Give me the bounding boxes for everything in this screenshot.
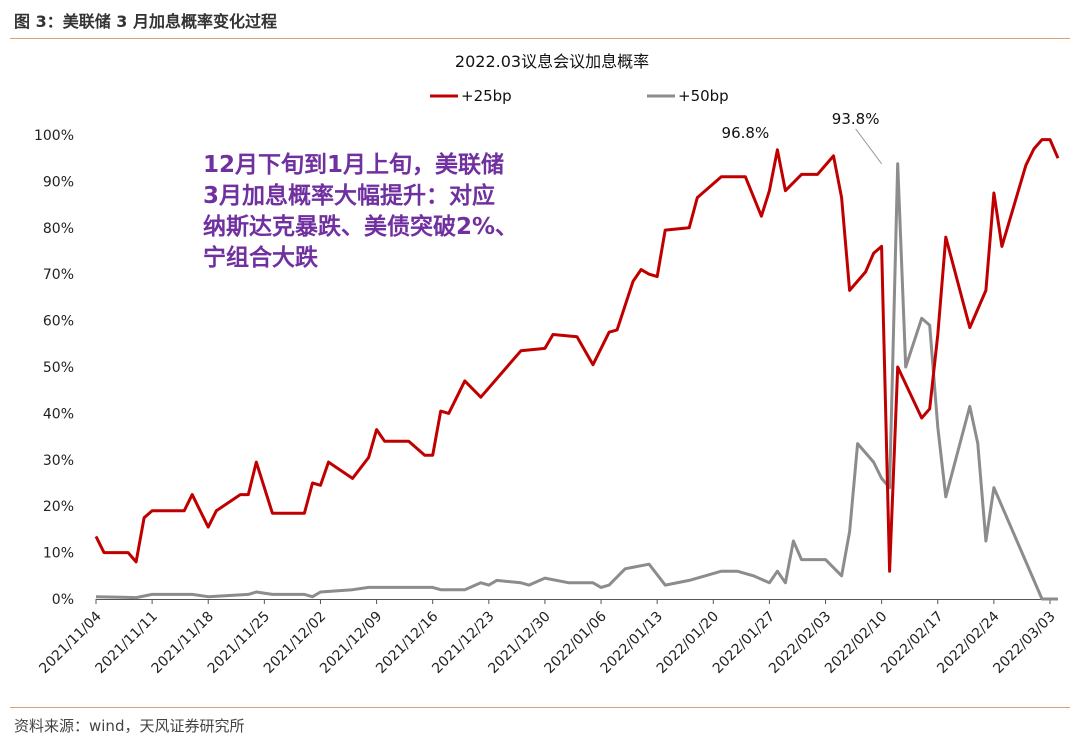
- top-divider: [10, 38, 1070, 39]
- y-tick-label: 0%: [52, 592, 74, 608]
- y-tick-label: 90%: [43, 174, 74, 190]
- data-annotations: 96.8% 93.8%: [722, 110, 883, 165]
- y-tick-label: 20%: [43, 499, 74, 515]
- source-note: 资料来源：wind，天风证券研究所: [14, 717, 245, 735]
- annotation-label: 93.8%: [832, 110, 880, 128]
- y-tick-label: 100%: [34, 128, 74, 144]
- y-tick-label: 40%: [43, 406, 74, 422]
- callout-line-2: 3月加息概率大幅提升：对应: [203, 183, 496, 209]
- series-group: [94, 138, 1060, 601]
- y-tick-label: 10%: [43, 546, 74, 562]
- y-tick-label: 50%: [43, 360, 74, 376]
- y-tick-label: 60%: [43, 314, 74, 330]
- chart-legend: +25bp +50bp: [430, 87, 729, 105]
- legend-label-0: +25bp: [461, 87, 512, 105]
- annotation-leader-line: [855, 128, 883, 165]
- figure-title: 图 3：美联储 3 月加息概率变化过程: [14, 12, 277, 31]
- y-tick-label: 70%: [43, 267, 74, 283]
- series-line-50bp: [95, 162, 1058, 601]
- bottom-divider: [10, 707, 1070, 708]
- y-axis: 0% 10% 20% 30% 40% 50% 60% 70% 80% 90% 100%: [34, 128, 74, 608]
- x-axis: 2021/11/042021/11/112021/11/182021/11/25…: [36, 599, 1059, 677]
- callout-line-3: 纳斯达克暴跌、美债突破2%、: [203, 214, 519, 240]
- y-tick-label: 30%: [43, 453, 74, 469]
- callout-line-1: 12月下旬到1月上旬，美联储: [203, 152, 505, 178]
- annotation-label: 96.8%: [722, 124, 770, 142]
- chart-title: 2022.03议息会议加息概率: [455, 52, 649, 71]
- legend-label-1: +50bp: [678, 87, 729, 105]
- callout-line-4: 宁组合大跌: [203, 245, 318, 271]
- series-line-25bp: [94, 138, 1060, 573]
- y-tick-label: 80%: [43, 221, 74, 237]
- callout-annotation: 12月下旬到1月上旬，美联储 3月加息概率大幅提升：对应 纳斯达克暴跌、美债突破…: [203, 150, 563, 274]
